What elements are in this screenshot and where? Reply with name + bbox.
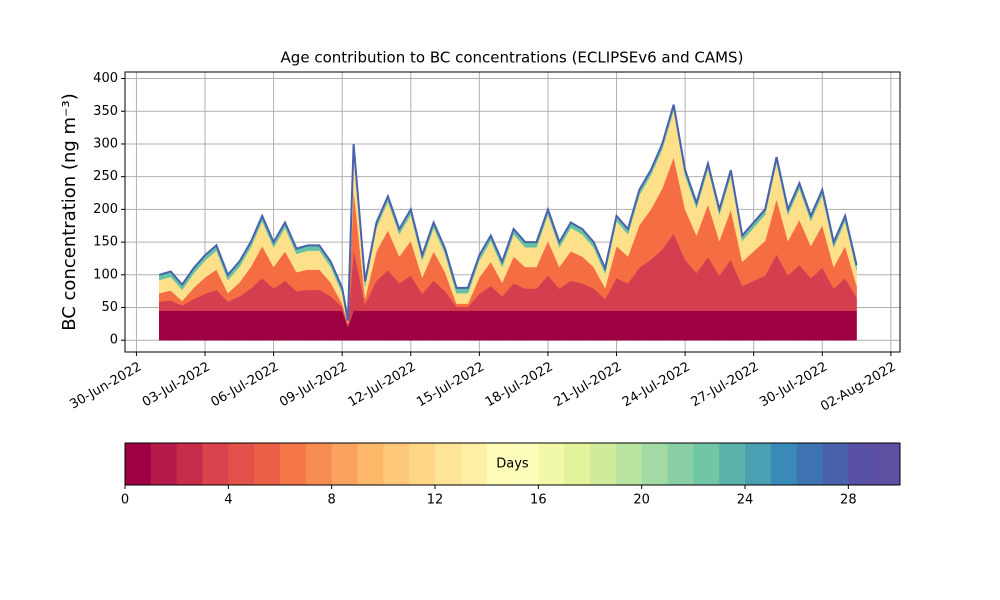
y-tick-label: 0 (110, 333, 118, 348)
colorbar-swatch (202, 443, 229, 485)
x-tick-label: 18-Jul-2022 (483, 360, 556, 411)
colorbar-swatch (641, 443, 668, 485)
colorbar-swatch (460, 443, 488, 485)
colorbar-swatch (435, 443, 462, 485)
colorbar-tick-label: 16 (530, 493, 547, 508)
colorbar-tick-label: 0 (121, 493, 129, 508)
colorbar-swatch (770, 443, 798, 485)
colorbar-tick-label: 28 (840, 493, 857, 508)
colorbar-swatch (822, 443, 849, 485)
area (159, 310, 857, 341)
colorbar-swatch (228, 443, 255, 485)
colorbar-swatch (796, 443, 823, 485)
colorbar-swatch (150, 443, 178, 485)
colorbar-swatch (254, 443, 281, 485)
y-tick-label: 100 (93, 267, 118, 282)
colorbar-tick-label: 12 (427, 493, 444, 508)
y-tick-label: 300 (93, 136, 118, 151)
x-tick-label: 21-Jul-2022 (551, 360, 624, 411)
x-tick-label: 02-Aug-2022 (818, 360, 898, 415)
colorbar-swatch (590, 443, 617, 485)
y-tick-label: 50 (101, 300, 118, 315)
colorbar-swatch (280, 443, 307, 485)
x-tick-label: 03-Jul-2022 (140, 360, 213, 411)
colorbar-swatch (745, 443, 772, 485)
colorbar-tick-label: 4 (224, 493, 232, 508)
colorbar-swatch (719, 443, 746, 485)
colorbar-swatch (125, 443, 152, 485)
x-tick-label: 24-Jul-2022 (620, 360, 693, 411)
colorbar-swatch (357, 443, 384, 485)
y-tick-label: 250 (93, 169, 118, 184)
colorbar-swatch (538, 443, 565, 485)
colorbar-swatch (305, 443, 333, 485)
colorbar-swatch (331, 443, 358, 485)
colorbar-swatch (176, 443, 203, 485)
y-tick-label: 200 (93, 202, 118, 217)
colorbar-swatch (615, 443, 643, 485)
colorbar-swatch (512, 443, 539, 485)
x-tick-label: 09-Jul-2022 (277, 360, 350, 411)
x-tick-label: 15-Jul-2022 (414, 360, 487, 411)
y-axis-label: BC concentration (ng m⁻³) (59, 93, 80, 331)
y-tick-label: 350 (93, 104, 118, 119)
colorbar-swatch (564, 443, 591, 485)
colorbar-swatch (486, 443, 513, 485)
top-line (159, 104, 858, 321)
colorbar-swatch (848, 443, 875, 485)
plot-frame (124, 71, 901, 353)
y-tick-label: 150 (93, 235, 118, 250)
colorbar-tick-label: 8 (328, 493, 336, 508)
colorbar-frame (124, 442, 901, 486)
x-tick-label: 30-Jun-2022 (67, 360, 144, 413)
colorbar-swatch (409, 443, 436, 485)
x-tick-label: 12-Jul-2022 (346, 360, 419, 411)
colorbar-swatch (667, 443, 694, 485)
x-tick-label: 27-Jul-2022 (689, 360, 762, 411)
colorbar-tick-label: 24 (737, 493, 754, 508)
colorbar-swatch (383, 443, 410, 485)
colorbar-label: Days (496, 457, 529, 472)
x-tick-label: 06-Jul-2022 (209, 360, 282, 411)
colorbar-swatch (693, 443, 720, 485)
chart-title: Age contribution to BC concentrations (E… (281, 49, 744, 67)
colorbar-swatch (874, 443, 901, 485)
colorbar-tick-label: 20 (633, 493, 650, 508)
y-tick-label: 400 (93, 71, 118, 86)
